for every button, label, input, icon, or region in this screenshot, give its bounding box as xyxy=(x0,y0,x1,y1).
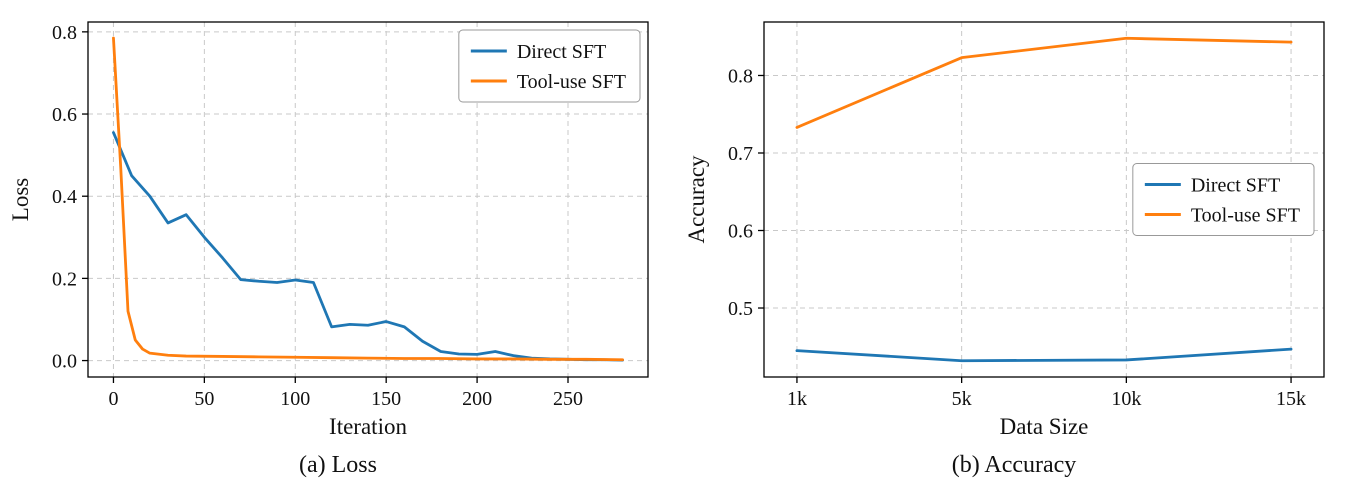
svg-text:Direct SFT: Direct SFT xyxy=(517,41,606,63)
svg-text:0.4: 0.4 xyxy=(52,186,77,208)
svg-text:Loss: Loss xyxy=(8,178,33,222)
caption-accuracy: (b) Accuracy xyxy=(951,452,1077,478)
figure-panel-accuracy: 1k 5k 10k 15k 0.5 0.6 0.7 0.8 Data Size Accuracy D… xyxy=(676,12,1352,495)
caption-loss: (a) Loss xyxy=(299,452,377,478)
svg-text:Direct SFT: Direct SFT xyxy=(1191,175,1280,197)
svg-text:Data Size: Data Size xyxy=(1000,414,1089,439)
figure-panel-loss: 0 50 100 150 200 250 0.0 0.2 0.4 0.6 0.8 Iteration L… xyxy=(0,12,676,495)
svg-text:Tool-use SFT: Tool-use SFT xyxy=(517,71,626,93)
svg-text:Tool-use SFT: Tool-use SFT xyxy=(1191,205,1300,227)
svg-text:200: 200 xyxy=(462,388,492,410)
accuracy-line-chart: 1k 5k 10k 15k 0.5 0.6 0.7 0.8 Data Size Accuracy D… xyxy=(684,21,1325,439)
svg-text:150: 150 xyxy=(371,388,401,410)
svg-text:Accuracy: Accuracy xyxy=(684,155,709,244)
svg-text:0.8: 0.8 xyxy=(728,65,753,87)
svg-text:0: 0 xyxy=(108,388,118,410)
svg-text:1k: 1k xyxy=(787,388,807,410)
svg-text:5k: 5k xyxy=(952,388,972,410)
svg-text:0.7: 0.7 xyxy=(728,143,753,165)
svg-text:0.6: 0.6 xyxy=(728,221,753,243)
svg-text:0.6: 0.6 xyxy=(52,104,77,126)
loss-line-chart: 0 50 100 150 200 250 0.0 0.2 0.4 0.6 0.8 Iteration L… xyxy=(8,21,649,439)
svg-text:0.0: 0.0 xyxy=(52,351,77,373)
svg-text:10k: 10k xyxy=(1111,388,1141,410)
svg-text:250: 250 xyxy=(553,388,583,410)
svg-text:0.8: 0.8 xyxy=(52,22,77,44)
svg-text:15k: 15k xyxy=(1276,388,1306,410)
svg-text:0.5: 0.5 xyxy=(728,298,753,320)
svg-text:100: 100 xyxy=(280,388,310,410)
svg-text:50: 50 xyxy=(194,388,214,410)
svg-text:Iteration: Iteration xyxy=(329,414,407,439)
svg-text:0.2: 0.2 xyxy=(52,268,77,290)
